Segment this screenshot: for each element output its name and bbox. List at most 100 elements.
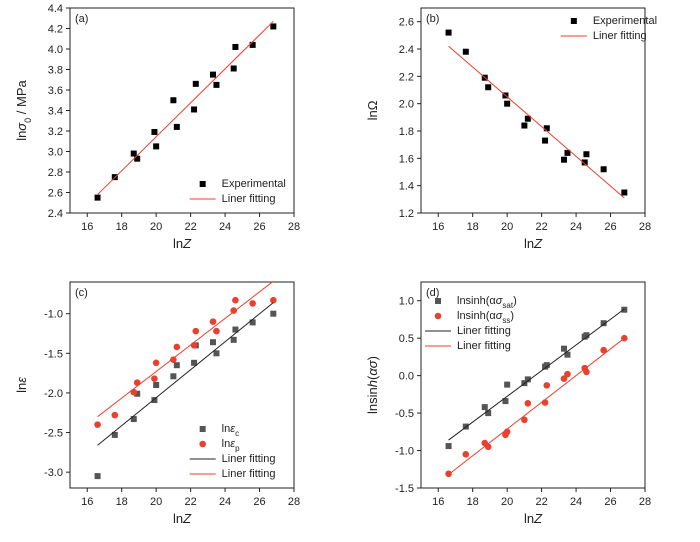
legend: lnsinh(ασsat)lnsinh(ασss)Liner fittingLi… bbox=[425, 295, 517, 352]
data-point-square bbox=[270, 23, 277, 30]
data-point-square bbox=[485, 84, 492, 91]
y-axis-label-text: lnε bbox=[14, 377, 29, 393]
legend-label: lnsinh(ασss) bbox=[457, 310, 514, 325]
x-axis-label: lnZ bbox=[173, 511, 192, 526]
data-point-square bbox=[130, 150, 137, 157]
x-tick-label: 20 bbox=[150, 221, 162, 233]
data-point-circle bbox=[130, 388, 138, 396]
fit-line bbox=[448, 45, 625, 199]
data-point-square bbox=[94, 473, 101, 480]
legend: Experimental Liner fitting bbox=[189, 178, 286, 205]
legend-label: Liner fitting bbox=[222, 193, 276, 205]
data-point-circle bbox=[94, 421, 101, 428]
legend-label: lnsinh(ασsat) bbox=[457, 295, 517, 310]
y-tick-label: -1.0 bbox=[395, 446, 414, 458]
legend-label: Liner fitting bbox=[593, 30, 647, 42]
data-point-square bbox=[581, 159, 588, 166]
data-point-square bbox=[462, 423, 469, 430]
data-point-square bbox=[249, 41, 256, 48]
y-tick-label: 3.0 bbox=[48, 147, 63, 159]
data-point-square bbox=[130, 416, 137, 423]
x-tick-label: 16 bbox=[81, 496, 93, 508]
y-tick-label: -2.5 bbox=[44, 428, 63, 440]
x-tick-label: 24 bbox=[570, 496, 582, 508]
x-tick-label: 28 bbox=[288, 496, 300, 508]
data-point-square bbox=[542, 137, 549, 144]
legend-label: Experimental bbox=[593, 15, 657, 27]
data-point-square bbox=[564, 351, 571, 358]
data-point-square bbox=[485, 410, 492, 417]
data-point-square bbox=[151, 397, 158, 404]
y-tick-label: -2.0 bbox=[44, 388, 63, 400]
data-point-square bbox=[134, 155, 141, 162]
data-point-square bbox=[213, 350, 220, 357]
panel-label: (d) bbox=[426, 287, 439, 299]
x-tick-label: 16 bbox=[81, 221, 93, 233]
x-tick-label: 20 bbox=[501, 221, 513, 233]
data-point-circle bbox=[232, 296, 239, 304]
x-axis-label: lnZ bbox=[524, 236, 543, 251]
data-point-circle bbox=[190, 342, 198, 349]
x-tick-label: 18 bbox=[467, 221, 479, 233]
y-tick-label: -3.0 bbox=[44, 467, 63, 479]
data-point-circle bbox=[151, 375, 158, 382]
data-point-circle bbox=[560, 375, 568, 382]
data-point-circle bbox=[543, 382, 551, 389]
y-tick-label: 1.8 bbox=[399, 126, 414, 138]
x-axis-label: lnZ bbox=[524, 511, 543, 526]
x-tick-label: 26 bbox=[253, 496, 265, 508]
chart-panel-a: 16 18 20 22 24 26 28 2.4 2.6 2.8 3.0 3.2 3.4 3.6 3.8 4.… bbox=[14, 3, 300, 251]
y-tick-label: 0.0 bbox=[399, 371, 414, 383]
x-tick-label: 26 bbox=[604, 221, 616, 233]
legend-label: Liner fitting bbox=[457, 340, 511, 352]
chart-panel-d: 16 18 20 22 24 26 28 -1.5 -1.0 -0.5 0.0 0.5 1.0 lnZ ln… bbox=[365, 281, 651, 526]
data-point-circle bbox=[152, 359, 160, 367]
x-axis-label: lnZ bbox=[173, 236, 192, 251]
data-point-square bbox=[445, 443, 452, 450]
panel-label: (a) bbox=[75, 13, 88, 25]
y-tick-label: 0.5 bbox=[399, 333, 414, 345]
y-tick-label: 2.0 bbox=[399, 99, 414, 111]
data-point-square bbox=[230, 65, 237, 72]
data-point-square bbox=[561, 156, 568, 163]
x-axis-label-text: lnZ bbox=[524, 236, 543, 251]
x-tick-label: 22 bbox=[535, 221, 547, 233]
data-point-square bbox=[502, 398, 509, 405]
y-tick-label: 3.8 bbox=[48, 65, 63, 77]
data-point-circle bbox=[209, 318, 217, 325]
data-point-square bbox=[504, 381, 511, 388]
y-tick-label: 4.2 bbox=[48, 24, 63, 36]
legend-square-swatch bbox=[199, 181, 206, 187]
data-point-square bbox=[583, 332, 590, 339]
data-point-circle bbox=[213, 327, 220, 335]
y-tick-label: 3.6 bbox=[48, 85, 63, 97]
data-point-square bbox=[249, 319, 256, 326]
x-tick-label: 16 bbox=[432, 221, 444, 233]
data-point-square bbox=[543, 362, 550, 369]
data-point-circle bbox=[564, 370, 571, 378]
data-point-square bbox=[481, 404, 488, 411]
data-point-circle bbox=[462, 450, 470, 458]
y-tick-label: -1.0 bbox=[44, 309, 63, 321]
legend-label: lnεp bbox=[222, 438, 240, 453]
chart-panel-c: 16 18 20 22 24 26 28 -3.0 -2.5 -2.0 -1.5 -1.0 lnZ lnε… bbox=[14, 280, 300, 526]
x-tick-label: 22 bbox=[184, 221, 196, 233]
data-point-square bbox=[173, 362, 180, 369]
data-point-circle bbox=[173, 343, 181, 351]
data-point-circle bbox=[192, 327, 200, 335]
x-tick-label: 18 bbox=[116, 496, 128, 508]
data-point-square bbox=[170, 97, 177, 104]
y-tick-label: 1.6 bbox=[399, 153, 414, 165]
y-tick-label: 4.0 bbox=[48, 44, 63, 56]
data-point-square bbox=[232, 326, 239, 333]
x-tick-label: 28 bbox=[288, 221, 300, 233]
y-tick-label: 1.0 bbox=[399, 296, 414, 308]
x-tick-label: 26 bbox=[253, 221, 265, 233]
data-point-square bbox=[173, 123, 180, 130]
y-tick-label: 1.2 bbox=[399, 208, 414, 220]
data-point-square bbox=[230, 336, 237, 343]
fit-line bbox=[97, 302, 274, 446]
legend-label: Liner fitting bbox=[222, 453, 276, 465]
x-tick-label: 24 bbox=[219, 221, 231, 233]
